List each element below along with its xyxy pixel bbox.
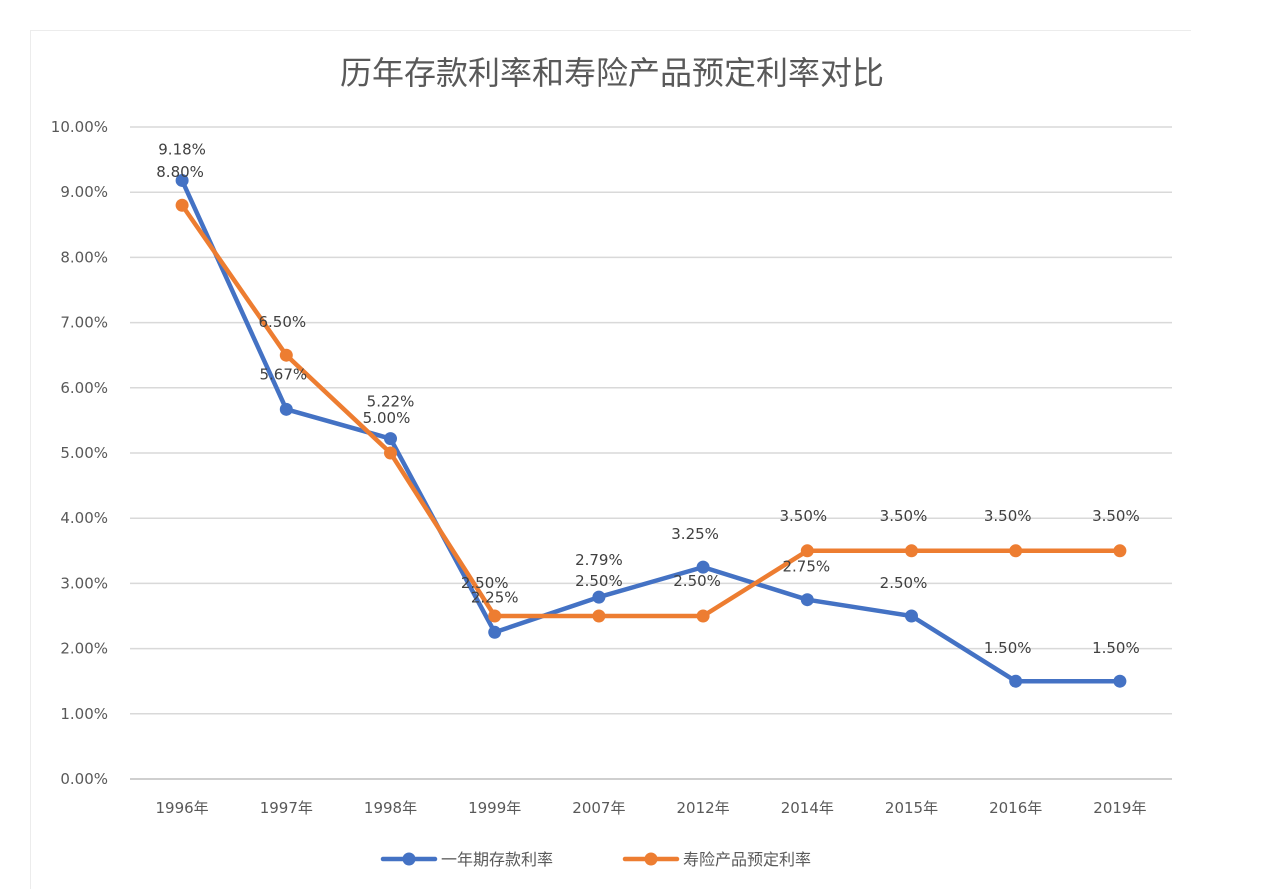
x-tick-label: 2015年 bbox=[885, 799, 938, 817]
series-1-point bbox=[175, 173, 189, 187]
series-2-point bbox=[1113, 544, 1127, 558]
series-1-point bbox=[384, 432, 397, 446]
y-tick-label: 0.00% bbox=[60, 770, 108, 788]
y-tick-label: 2.00% bbox=[60, 640, 108, 658]
data-label: 2.25% bbox=[471, 588, 519, 606]
legend-label: 一年期存款利率 bbox=[441, 850, 553, 869]
series-1-point bbox=[696, 560, 710, 574]
series-2-point bbox=[905, 544, 918, 558]
series-1-point bbox=[800, 593, 814, 607]
data-label: 8.80% bbox=[156, 163, 204, 181]
x-tick-label: 2007年 bbox=[572, 799, 625, 817]
data-label: 3.50% bbox=[779, 507, 827, 525]
data-label: 1.50% bbox=[984, 639, 1032, 657]
legend-label: 寿险产品预定利率 bbox=[683, 850, 811, 869]
x-tick-label: 2014年 bbox=[781, 799, 834, 817]
legend-swatch-marker bbox=[644, 852, 658, 866]
gridlines bbox=[130, 126, 1172, 780]
x-tick-label: 2016年 bbox=[989, 799, 1042, 817]
series-1-point bbox=[488, 625, 502, 639]
y-axis: 0.00% 1.00% 2.00% 3.00% 4.00% 5.00% 6.00% 7.00%… bbox=[51, 118, 108, 788]
series-line-2 bbox=[179, 202, 1123, 619]
series-2-point bbox=[800, 544, 814, 558]
data-label: 2.50% bbox=[880, 574, 928, 592]
data-label: 9.18% bbox=[158, 140, 206, 158]
legend-swatch-marker bbox=[402, 852, 416, 866]
data-label: 2.75% bbox=[782, 558, 830, 576]
y-tick-label: 6.00% bbox=[60, 379, 108, 397]
y-tick-label: 4.00% bbox=[60, 509, 108, 527]
series-1-point bbox=[905, 609, 918, 623]
y-tick-label: 5.00% bbox=[60, 444, 108, 462]
series-line-1 bbox=[179, 178, 1123, 684]
series-1-point bbox=[592, 590, 606, 604]
legend: 一年期存款利率 寿险产品预定利率 bbox=[380, 850, 811, 869]
series-2-point bbox=[1009, 544, 1023, 558]
data-label: 1.50% bbox=[1092, 639, 1140, 657]
data-label: 3.50% bbox=[880, 507, 928, 525]
data-label: 2.50% bbox=[673, 572, 721, 590]
data-label: 3.50% bbox=[1092, 507, 1140, 525]
x-tick-label: 2012年 bbox=[677, 799, 730, 817]
x-tick-label: 2019年 bbox=[1093, 799, 1146, 817]
data-label: 2.50% bbox=[575, 572, 623, 590]
data-label: 3.25% bbox=[671, 525, 719, 543]
series-layer bbox=[175, 173, 1127, 688]
series-2-point bbox=[592, 609, 606, 623]
data-labels: 9.18% 5.67% 5.22% 2.25% 2.79% 3.25% 2.75% 2.50%… bbox=[156, 140, 1139, 657]
chart-frame bbox=[30, 30, 1191, 889]
x-tick-label: 1999年 bbox=[468, 799, 521, 817]
x-tick-label: 1996年 bbox=[156, 799, 209, 817]
data-label: 3.50% bbox=[984, 507, 1032, 525]
series-2-point bbox=[175, 198, 189, 212]
series-1-point bbox=[1113, 674, 1127, 688]
data-label: 2.50% bbox=[461, 574, 509, 592]
y-tick-label: 9.00% bbox=[60, 183, 108, 201]
y-tick-label: 7.00% bbox=[60, 314, 108, 332]
data-label: 5.67% bbox=[259, 365, 307, 383]
y-tick-label: 3.00% bbox=[60, 574, 108, 592]
x-axis: 1996年 1997年 1998年 1999年 2007年 2012年 2014年 2015年… bbox=[156, 799, 1147, 817]
data-label: 6.50% bbox=[258, 313, 306, 331]
series-1-point bbox=[1009, 674, 1023, 688]
series-2-point bbox=[384, 446, 397, 460]
x-tick-label: 1997年 bbox=[260, 799, 313, 817]
y-tick-label: 10.00% bbox=[51, 118, 108, 136]
series-2-point bbox=[696, 609, 710, 623]
y-tick-label: 8.00% bbox=[60, 248, 108, 266]
series-1-point bbox=[279, 402, 293, 416]
data-label: 5.22% bbox=[367, 393, 415, 411]
x-tick-label: 1998年 bbox=[364, 799, 417, 817]
series-2-point bbox=[488, 609, 502, 623]
data-label: 5.00% bbox=[363, 409, 411, 427]
series-2-point bbox=[279, 348, 293, 362]
y-tick-label: 1.00% bbox=[60, 705, 108, 723]
chart-title: 历年存款利率和寿险产品预定利率对比 bbox=[340, 54, 884, 92]
data-label: 2.79% bbox=[575, 551, 623, 569]
